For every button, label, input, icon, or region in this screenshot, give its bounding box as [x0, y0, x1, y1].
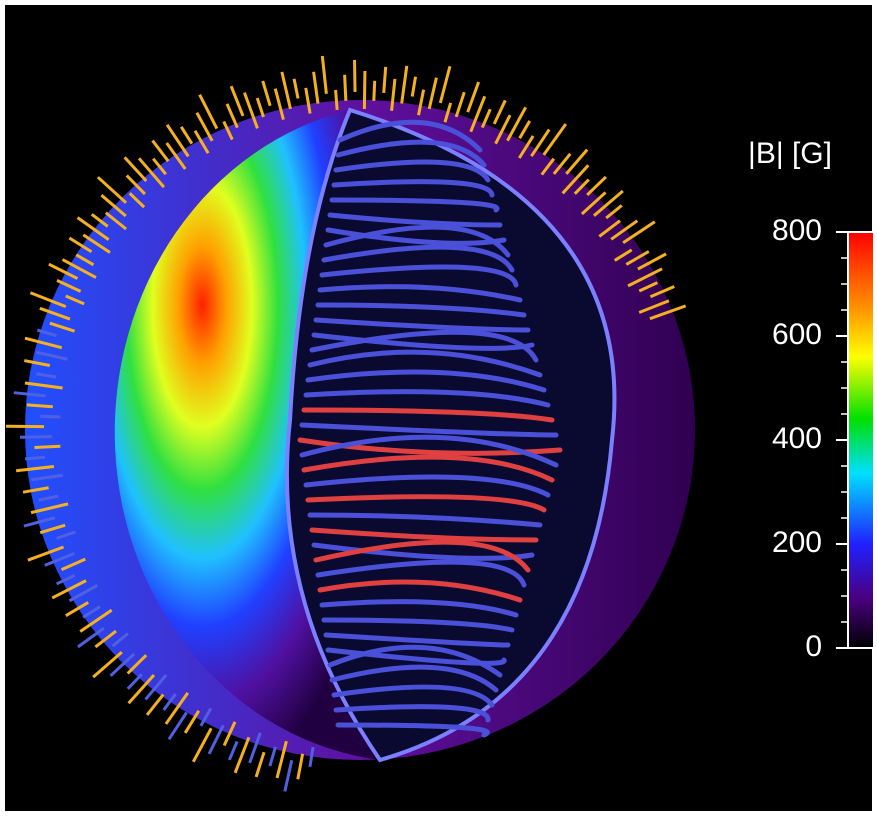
vector	[34, 446, 60, 447]
colorbar-label: |B| [G]	[748, 137, 832, 170]
tick-label: 800	[772, 214, 822, 247]
vector	[364, 71, 365, 109]
tick-label: 0	[805, 630, 822, 663]
tick-label: 200	[772, 526, 822, 559]
vector	[20, 437, 52, 438]
vector	[384, 67, 386, 93]
tick-label: 600	[772, 318, 822, 351]
tick-label: 400	[772, 422, 822, 455]
vector	[355, 60, 356, 92]
vector	[40, 416, 60, 417]
vector	[25, 457, 45, 459]
vector	[27, 405, 53, 407]
vector	[336, 90, 338, 110]
vector	[374, 81, 375, 101]
colorbar	[848, 232, 874, 648]
vector	[345, 75, 346, 101]
